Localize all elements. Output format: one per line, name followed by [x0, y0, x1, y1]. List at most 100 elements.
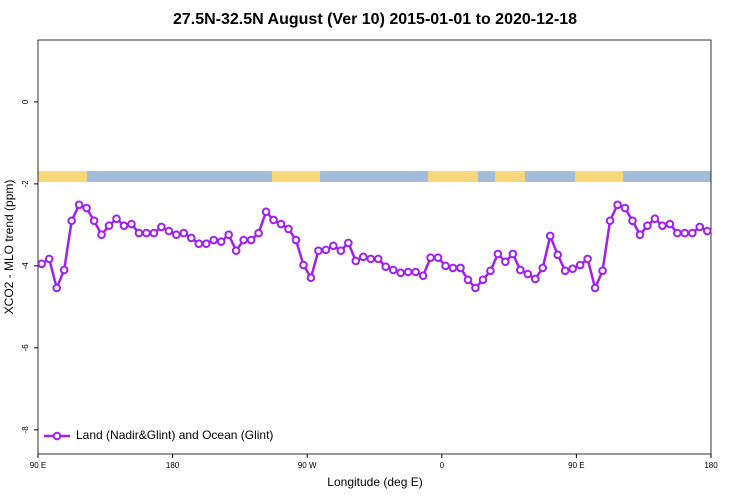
data-point	[164, 226, 174, 236]
data-point	[231, 246, 241, 255]
x-tick-label: 90 E	[30, 461, 46, 470]
data-point	[276, 219, 286, 229]
data-point	[52, 283, 61, 293]
data-point	[329, 241, 338, 251]
data-point	[358, 252, 368, 262]
data-point	[441, 261, 450, 271]
x-tick-label: 90 E	[568, 461, 584, 470]
data-point	[665, 219, 675, 229]
data-point	[59, 265, 69, 275]
data-point	[418, 271, 428, 280]
data-point	[590, 283, 600, 293]
data-point	[209, 235, 219, 245]
data-point	[344, 238, 353, 248]
data-point	[560, 266, 570, 276]
data-point	[104, 221, 114, 230]
chart-title: 27.5N-32.5N August (Ver 10) 2015-01-01 t…	[173, 11, 577, 28]
data-point	[119, 221, 129, 230]
data-point	[575, 260, 585, 270]
data-point	[643, 221, 652, 230]
data-point	[314, 246, 323, 255]
data-point	[261, 207, 271, 217]
data-point	[553, 250, 563, 260]
data-point	[530, 274, 540, 284]
data-point	[448, 263, 458, 273]
data-point	[620, 203, 630, 213]
data-point	[650, 214, 660, 224]
data-point	[239, 235, 248, 245]
data-point	[702, 226, 712, 236]
data-point	[403, 267, 413, 277]
data-point	[246, 235, 256, 245]
y-tick-label: 0	[21, 99, 30, 104]
data-point	[568, 264, 577, 274]
data-point	[306, 273, 316, 283]
data-point	[67, 216, 76, 226]
data-point	[336, 246, 346, 255]
y-tick-label: -2	[21, 180, 30, 188]
data-point	[523, 269, 533, 279]
x-tick-label: 180	[166, 461, 180, 470]
data-point	[82, 203, 91, 213]
data-point	[478, 275, 488, 285]
x-tick-label: 0	[440, 461, 445, 470]
data-point	[351, 256, 361, 266]
plot-frame	[37, 39, 712, 455]
data-point	[179, 228, 189, 238]
data-point	[291, 235, 301, 245]
y-axis-label: XCO2 - MLO trend (ppm)	[2, 180, 16, 315]
data-point	[381, 262, 391, 271]
data-point	[89, 216, 99, 226]
data-point	[388, 265, 398, 275]
data-point	[680, 228, 690, 238]
y-tick-label: -4	[21, 262, 30, 270]
data-point	[44, 254, 54, 264]
y-tick-label: -8	[21, 426, 30, 434]
data-point	[74, 200, 84, 210]
data-point	[635, 230, 645, 240]
data-point	[411, 267, 420, 277]
data-point	[463, 275, 473, 285]
x-tick-label: 180	[704, 461, 718, 470]
data-point	[142, 228, 151, 238]
data-point	[613, 200, 622, 210]
legend-label: Land (Nadir&Glint) and Ocean (Glint)	[76, 428, 273, 442]
data-point	[545, 231, 555, 241]
data-point	[194, 239, 204, 249]
data-point	[172, 230, 181, 240]
data-point	[157, 222, 166, 232]
data-point	[673, 228, 682, 238]
data-point	[366, 254, 376, 264]
data-point	[201, 239, 211, 249]
data-point	[471, 283, 480, 293]
data-point	[456, 263, 465, 273]
data-point	[493, 249, 503, 259]
data-point	[134, 228, 144, 238]
data-point	[373, 254, 383, 264]
data-point	[628, 216, 637, 226]
data-point	[396, 268, 405, 278]
series-line	[41, 203, 708, 292]
data-point	[97, 230, 106, 240]
data-point	[254, 228, 263, 238]
data-point	[508, 249, 518, 259]
data-point	[112, 214, 121, 224]
data-point	[516, 265, 525, 275]
data-point	[433, 253, 443, 262]
data-point	[538, 263, 548, 273]
data-point	[321, 245, 331, 255]
data-point	[598, 266, 607, 276]
data-point	[127, 219, 136, 229]
data-point	[486, 266, 495, 276]
data-point	[695, 222, 705, 232]
x-tick-label: 90 W	[298, 461, 317, 470]
data-point	[688, 228, 697, 238]
data-point	[269, 215, 278, 225]
data-point	[299, 260, 308, 270]
data-point	[501, 257, 510, 267]
data-point	[37, 259, 47, 269]
legend-marker	[52, 431, 62, 441]
data-point	[605, 216, 615, 226]
data-point	[224, 230, 233, 240]
